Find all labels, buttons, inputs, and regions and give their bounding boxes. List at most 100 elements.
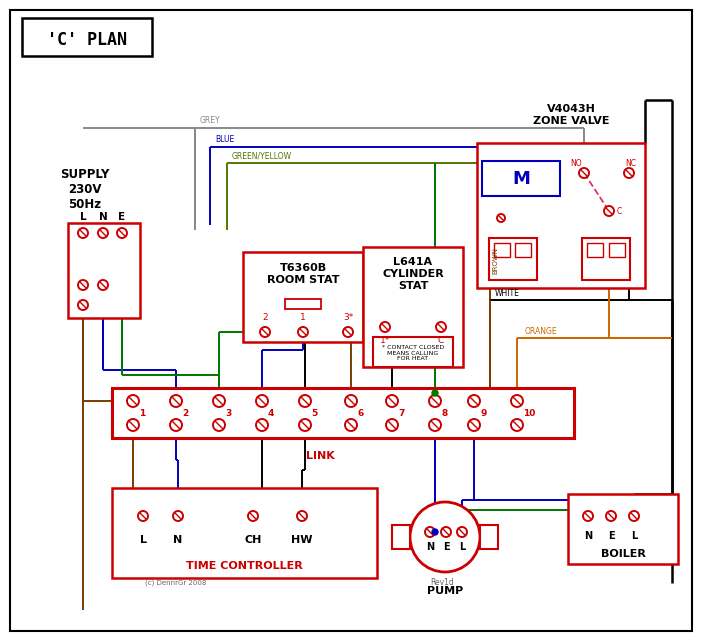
Circle shape (432, 529, 438, 535)
Circle shape (345, 395, 357, 407)
Text: LINK: LINK (305, 451, 334, 461)
Circle shape (579, 168, 589, 178)
Bar (515, 243, 531, 257)
Circle shape (173, 511, 183, 521)
Circle shape (98, 280, 108, 290)
Text: ORANGE: ORANGE (525, 327, 557, 336)
Bar (568, 494, 678, 564)
Circle shape (117, 228, 127, 238)
Circle shape (604, 206, 614, 216)
Bar (22, 18, 152, 56)
Text: * CONTACT CLOSED
MEANS CALLING
FOR HEAT: * CONTACT CLOSED MEANS CALLING FOR HEAT (382, 345, 444, 362)
Text: N: N (98, 212, 107, 222)
Text: M: M (512, 169, 530, 188)
Text: V4043H
ZONE VALVE: V4043H ZONE VALVE (533, 104, 609, 126)
Circle shape (410, 502, 480, 572)
Circle shape (213, 419, 225, 431)
Text: N: N (584, 531, 592, 541)
Text: L: L (80, 212, 86, 222)
Text: BLUE: BLUE (215, 135, 234, 144)
Circle shape (425, 527, 435, 537)
Text: L: L (631, 531, 637, 541)
Text: L: L (140, 535, 147, 545)
Text: 4: 4 (268, 408, 274, 417)
Text: Rev1d: Rev1d (430, 578, 453, 587)
Bar (285, 299, 321, 309)
Circle shape (511, 419, 523, 431)
Text: E: E (443, 542, 449, 552)
Circle shape (299, 419, 311, 431)
Circle shape (297, 511, 307, 521)
Circle shape (624, 168, 634, 178)
Circle shape (386, 395, 398, 407)
Text: L: L (459, 542, 465, 552)
Circle shape (629, 511, 639, 521)
Text: GREEN/YELLOW: GREEN/YELLOW (232, 151, 292, 160)
Circle shape (260, 327, 270, 337)
Circle shape (343, 327, 353, 337)
Circle shape (170, 395, 182, 407)
Circle shape (606, 511, 616, 521)
Circle shape (429, 395, 441, 407)
Circle shape (98, 228, 108, 238)
Circle shape (127, 419, 139, 431)
Text: 8: 8 (441, 408, 447, 417)
Text: NC: NC (625, 158, 637, 167)
Text: E: E (608, 531, 614, 541)
Text: C: C (616, 206, 622, 215)
Text: WHITE: WHITE (495, 289, 520, 298)
Circle shape (299, 395, 311, 407)
Circle shape (78, 280, 88, 290)
Circle shape (78, 300, 88, 310)
Circle shape (138, 511, 148, 521)
Bar (112, 488, 377, 578)
Circle shape (298, 327, 308, 337)
Text: N: N (173, 535, 183, 545)
Bar (480, 525, 498, 549)
Text: L641A
CYLINDER
STAT: L641A CYLINDER STAT (382, 258, 444, 290)
Circle shape (497, 214, 505, 222)
Circle shape (441, 527, 451, 537)
Circle shape (170, 419, 182, 431)
Circle shape (256, 395, 268, 407)
Text: 1: 1 (139, 408, 145, 417)
Circle shape (457, 527, 467, 537)
Text: C: C (438, 335, 444, 344)
Text: 'C' PLAN: 'C' PLAN (47, 31, 127, 49)
Circle shape (256, 419, 268, 431)
Text: PUMP: PUMP (427, 586, 463, 596)
Text: T6360B
ROOM STAT: T6360B ROOM STAT (267, 263, 339, 285)
Text: NO: NO (570, 158, 582, 167)
Text: 2: 2 (262, 313, 267, 322)
Circle shape (345, 419, 357, 431)
Text: SUPPLY
230V
50Hz: SUPPLY 230V 50Hz (60, 168, 110, 211)
Bar (112, 388, 574, 438)
Text: BOILER: BOILER (601, 549, 645, 559)
Text: 3: 3 (225, 408, 231, 417)
Bar (587, 243, 603, 257)
Bar (363, 247, 463, 367)
Bar (582, 238, 630, 280)
Circle shape (78, 228, 88, 238)
Bar (489, 238, 537, 280)
Text: 3*: 3* (343, 313, 353, 322)
Text: BROWN: BROWN (492, 247, 498, 274)
Circle shape (213, 395, 225, 407)
Bar (494, 243, 510, 257)
Bar (243, 252, 363, 342)
Text: GREY: GREY (200, 116, 220, 125)
Text: 1: 1 (300, 313, 306, 322)
Bar (392, 525, 410, 549)
Text: 9: 9 (480, 408, 486, 417)
Text: N: N (426, 542, 434, 552)
Bar (68, 223, 140, 318)
Circle shape (386, 419, 398, 431)
Bar (373, 337, 453, 367)
Circle shape (127, 395, 139, 407)
Bar (609, 243, 625, 257)
Text: 2: 2 (182, 408, 188, 417)
Text: 5: 5 (311, 408, 317, 417)
Text: (c) DennrGr 2008: (c) DennrGr 2008 (145, 580, 206, 587)
Text: CH: CH (244, 535, 262, 545)
Text: E: E (119, 212, 126, 222)
